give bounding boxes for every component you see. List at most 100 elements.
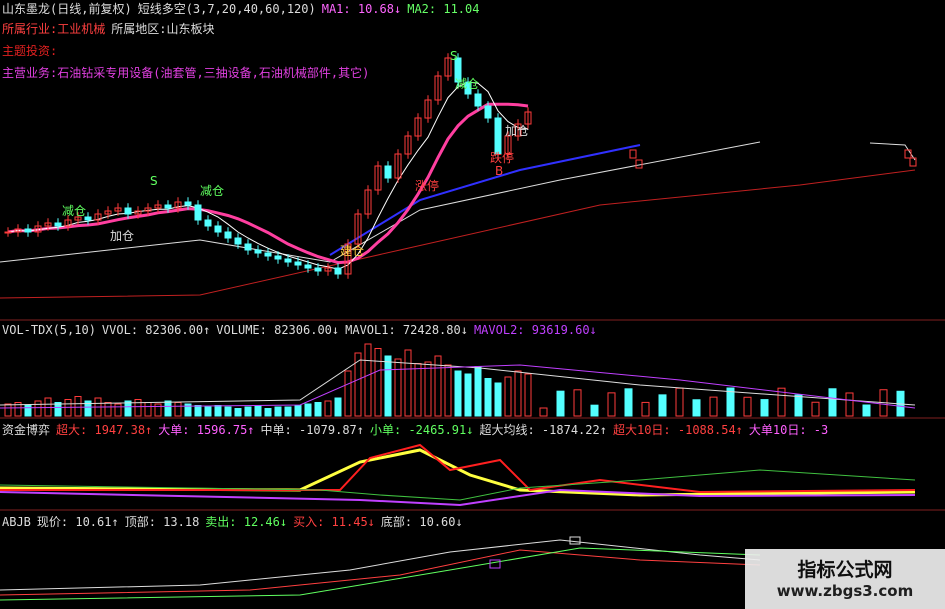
volume-bar (204, 406, 212, 417)
ma1-line (7, 81, 529, 270)
candle (204, 219, 212, 227)
mid: 中单: -1079.87↑ (260, 423, 364, 437)
volume-bar (174, 402, 182, 417)
signal-label: 减仓 (62, 204, 86, 218)
abjb-buy-line (0, 549, 761, 596)
candle (14, 228, 22, 233)
candle (114, 207, 122, 212)
candle (234, 237, 242, 245)
volume-bar (658, 394, 667, 417)
candle (244, 243, 252, 251)
volume-bar (184, 403, 192, 417)
volume: VOLUME: 82306.00↓ (216, 323, 340, 337)
volume-bar (264, 408, 272, 417)
volume-bar (414, 363, 422, 417)
indicator-name: 短线多空(3,7,20,40,60,120) (137, 2, 316, 16)
candle (324, 267, 332, 272)
candle (264, 252, 272, 257)
volume-bar (14, 402, 22, 417)
abjb-box (569, 536, 581, 545)
candle (34, 225, 42, 233)
candle (374, 165, 382, 191)
volume-bar (304, 403, 312, 417)
abjb-price-line (0, 539, 761, 591)
volume-bar (811, 401, 820, 417)
industry: 所属行业:工业机械 (2, 22, 106, 36)
candle (629, 149, 637, 159)
signal-label: 减仓 (200, 184, 224, 198)
volume-bar (726, 387, 735, 417)
signal-label: B (495, 164, 503, 178)
candle (344, 243, 352, 275)
super10: 超大10日: -1088.54↑ (612, 423, 743, 437)
large-line (0, 488, 916, 507)
volume-bar (743, 396, 752, 417)
volume-bar (556, 390, 565, 417)
volume-bar (54, 402, 62, 417)
candle (224, 231, 232, 239)
volume-bar (464, 373, 472, 417)
volume-bar (794, 394, 803, 417)
volume-bar (539, 407, 548, 417)
candle (174, 201, 182, 209)
watermark-title: 指标公式网 (797, 559, 893, 581)
volume-bar (194, 405, 202, 417)
volume-bar (224, 406, 232, 417)
volume-bar (234, 408, 242, 417)
volume-bar (244, 406, 252, 417)
candle (444, 57, 452, 77)
vvol: VVOL: 82306.00↑ (101, 323, 211, 337)
vol-name: VOL-TDX(5,10) (2, 323, 96, 337)
volume-header: VOL-TDX(5,10) VVOL: 82306.00↑ VOLUME: 8230… (2, 323, 603, 337)
region: 所属地区:山东板块 (111, 22, 215, 36)
candle (134, 210, 142, 215)
mavol1-line (0, 359, 916, 406)
volume-bar (164, 400, 172, 417)
volume-bar (675, 387, 684, 417)
volume-bar (24, 405, 32, 417)
abjb-header: ABJB 现价: 10.61↑ 顶部: 13.18 卖出: 12.46↓ 买入: 11.… (2, 515, 469, 529)
ma2-value: MA2: 11.04 (407, 2, 480, 16)
volume-bar (760, 399, 769, 417)
candle (144, 207, 152, 212)
ma120-line (0, 169, 916, 299)
candle (494, 117, 502, 155)
signal-label: S (450, 49, 458, 63)
volume-bar (484, 378, 492, 417)
candle (44, 222, 52, 227)
volume-bar (254, 405, 262, 417)
volume-bar (514, 370, 522, 417)
candle (504, 135, 512, 155)
volume-bar (524, 373, 532, 417)
volume-bar (34, 400, 42, 417)
volume-bar (214, 405, 222, 417)
candle (124, 207, 132, 215)
volume-bar (324, 400, 332, 417)
volume-bar (314, 402, 322, 417)
candle (364, 189, 372, 215)
volume-bar (424, 361, 432, 417)
volume-bar (777, 387, 786, 417)
candle (514, 123, 522, 137)
volume-bar (444, 364, 452, 417)
volume-bar (474, 366, 482, 417)
candle (64, 219, 72, 227)
volume-bar (573, 389, 582, 417)
large10: 大单10日: -3 (748, 423, 829, 437)
ma2-line (7, 102, 529, 265)
candle (434, 75, 442, 101)
candle (404, 135, 412, 155)
volume-bar (334, 397, 342, 417)
ma40-line (329, 144, 641, 256)
volume-bar (344, 370, 352, 417)
candle (194, 204, 202, 221)
candle (254, 249, 262, 254)
volume-bar (692, 399, 701, 417)
chart-title: 山东墨龙(日线,前复权) 短线多空(3,7,20,40,60,120) MA1: 1… (2, 2, 485, 16)
candle (384, 165, 392, 179)
volume-bar (154, 403, 162, 417)
bottom: 底部: 10.60↓ (380, 515, 463, 529)
volume-bar (590, 404, 599, 417)
volume-bar (384, 355, 392, 417)
volume-bar (124, 400, 132, 417)
